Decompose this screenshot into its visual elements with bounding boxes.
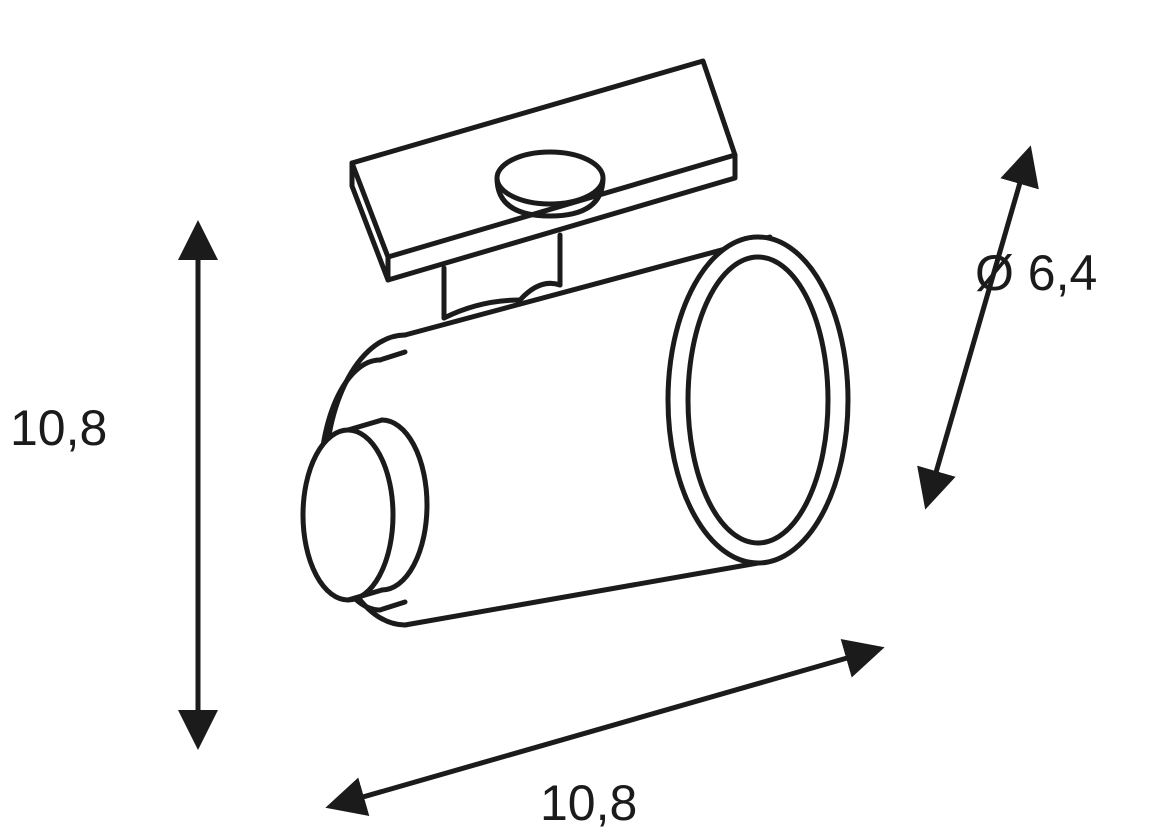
height-label: 10,8 [10, 400, 107, 456]
diameter-label: Ø 6,4 [975, 245, 1097, 301]
length-label: 10,8 [540, 775, 637, 831]
diameter-arrow [928, 155, 1028, 500]
technical-drawing: 10,8 10,8 Ø 6,4 [0, 0, 1150, 832]
spotlight-outline [303, 61, 848, 625]
